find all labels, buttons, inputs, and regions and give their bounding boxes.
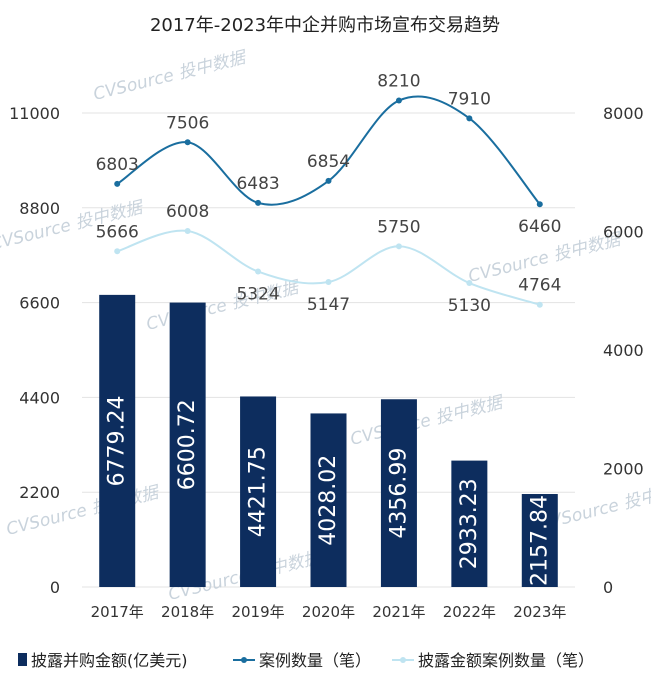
series-point xyxy=(114,180,121,187)
bar xyxy=(521,494,558,587)
line-data-label: 7910 xyxy=(448,89,491,109)
legend-label: 案例数量（笔） xyxy=(259,651,371,670)
right-axis-tick-label: 4000 xyxy=(603,341,644,360)
legend-label: 披露金额案例数量（笔） xyxy=(418,651,594,670)
bar-data-label: 4356.99 xyxy=(386,448,411,539)
bar-data-label: 6600.72 xyxy=(175,399,200,490)
left-axis-tick-label: 0 xyxy=(50,578,60,597)
grid-lines xyxy=(82,112,575,588)
bar xyxy=(169,302,206,587)
line-data-label: 6854 xyxy=(307,152,350,172)
x-axis-tick-label: 2021年 xyxy=(372,603,425,621)
x-axis-tick-label: 2020年 xyxy=(302,603,355,621)
right-axis: 0 2000 4000 6000 8000 xyxy=(603,104,644,597)
bar xyxy=(240,396,277,587)
right-axis-tick-label: 0 xyxy=(603,578,613,597)
legend: 披露并购金额(亿美元) 案例数量（笔） 披露金额案例数量（笔） xyxy=(18,651,594,670)
left-axis-tick-label: 8800 xyxy=(19,199,60,218)
series-point xyxy=(536,301,543,308)
line-data-label: 5147 xyxy=(307,295,350,315)
bar-data-label: 2933.23 xyxy=(457,478,482,569)
watermark-text: CVSource 投中数据 xyxy=(348,392,507,450)
left-axis-tick-label: 11000 xyxy=(9,104,60,123)
line-data-label: 8210 xyxy=(377,72,420,92)
series-point xyxy=(184,228,191,235)
line-data-label: 5324 xyxy=(236,285,279,305)
legend-swatch-marker xyxy=(400,657,406,663)
line-data-label: 6460 xyxy=(518,217,561,237)
bar-data-label: 2157.84 xyxy=(527,495,552,586)
line-data-label: 4764 xyxy=(518,276,561,296)
line-data-label: 6803 xyxy=(96,155,139,175)
left-axis-tick-label: 6600 xyxy=(19,294,60,313)
x-axis-tick-label: 2018年 xyxy=(161,603,214,621)
left-axis-tick-label: 2200 xyxy=(19,483,60,502)
bar xyxy=(99,294,136,587)
x-axis-tick-label: 2017年 xyxy=(91,603,144,621)
series-point xyxy=(255,268,262,275)
series-point xyxy=(325,279,332,286)
series-point xyxy=(114,248,121,255)
series-point xyxy=(184,139,191,146)
x-axis: 2017年 2018年 2019年 2020年 2021年 2022年 2023年 xyxy=(91,603,567,621)
line-data-label: 6008 xyxy=(166,202,209,222)
line-data-label: 5130 xyxy=(448,296,491,316)
series-point xyxy=(466,115,473,122)
bar-data-label: 6779.24 xyxy=(105,395,130,486)
line-data-label: 5750 xyxy=(377,217,420,237)
legend-label: 披露并购金额(亿美元) xyxy=(31,651,188,670)
bar-data-label: 4028.02 xyxy=(316,455,341,546)
series-point xyxy=(255,199,262,206)
line-data-label: 5666 xyxy=(96,222,139,242)
series-point xyxy=(536,201,543,208)
series-point xyxy=(395,97,402,104)
series-point xyxy=(325,177,332,184)
bar xyxy=(310,413,347,587)
bar xyxy=(451,460,488,587)
bar-data-label: 4421.75 xyxy=(246,446,271,537)
x-axis-tick-label: 2023年 xyxy=(513,603,566,621)
bar-series: 6779.24 6600.72 4421.75 4028.02 4356.99 2933.… xyxy=(99,294,558,587)
series-point xyxy=(395,243,402,250)
right-axis-tick-label: 8000 xyxy=(603,104,644,123)
line-data-label: 6483 xyxy=(236,174,279,194)
x-axis-tick-label: 2022年 xyxy=(443,603,496,621)
left-axis: 0 2200 4400 6600 8800 11000 xyxy=(9,104,60,597)
legend-swatch-bar xyxy=(18,653,27,666)
line-data-label: 7506 xyxy=(166,113,209,133)
right-axis-tick-label: 6000 xyxy=(603,223,644,242)
chart-title: 2017年-2023年中企并购市场宣布交易趋势 xyxy=(150,15,500,36)
legend-swatch-marker xyxy=(241,657,247,663)
x-axis-tick-label: 2019年 xyxy=(231,603,284,621)
line-series: 6803 7506 6483 6854 8210 7910 6460 5666 6008 5324… xyxy=(96,72,562,316)
left-axis-tick-label: 4400 xyxy=(19,388,60,407)
series-point xyxy=(466,280,473,287)
watermark-text: CVSource 投中数据 xyxy=(91,47,250,105)
bar xyxy=(380,399,417,587)
right-axis-tick-label: 2000 xyxy=(603,460,644,479)
